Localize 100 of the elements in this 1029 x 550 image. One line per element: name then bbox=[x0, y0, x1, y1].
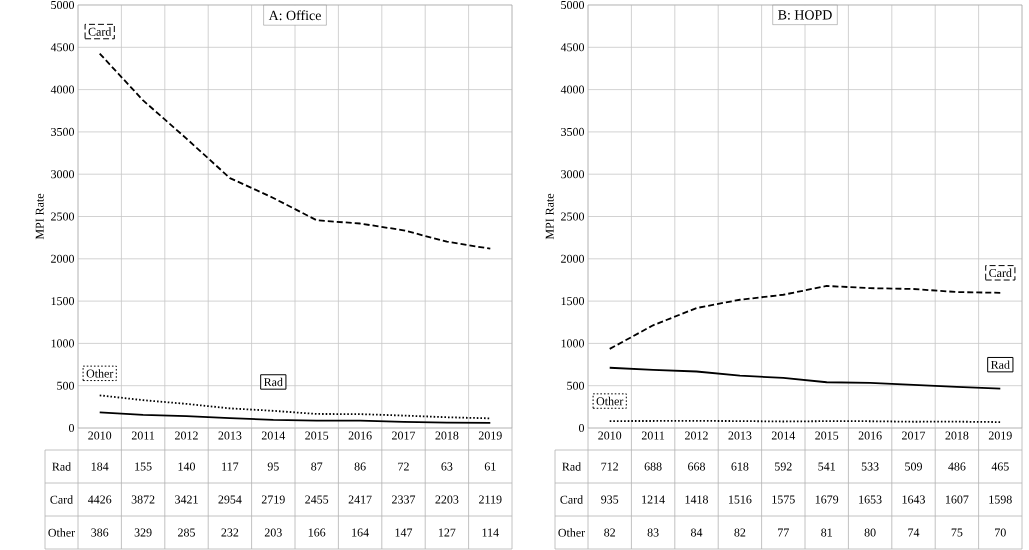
data-label: 533 bbox=[861, 462, 879, 471]
y-tick-label: 3500 bbox=[51, 127, 75, 136]
y-tick-label: 1000 bbox=[51, 339, 75, 348]
data-label: 3872 bbox=[131, 495, 155, 504]
data-label: 2954 bbox=[218, 495, 242, 504]
x-tick-label: 2014 bbox=[261, 431, 286, 440]
data-label: 114 bbox=[482, 528, 499, 537]
y-tick-label: 2500 bbox=[51, 212, 75, 221]
data-label: 1575 bbox=[772, 495, 795, 504]
data-label: 486 bbox=[948, 462, 966, 471]
data-label: 1643 bbox=[902, 495, 925, 504]
y-tick-label: 3000 bbox=[51, 170, 75, 179]
data-label: 1516 bbox=[729, 495, 752, 504]
data-label: 72 bbox=[398, 462, 409, 471]
y-tick-label: 0 bbox=[68, 423, 75, 433]
data-label: 285 bbox=[178, 528, 196, 537]
x-tick-label: 2019 bbox=[988, 431, 1012, 440]
data-label: 164 bbox=[352, 528, 369, 537]
data-label: 386 bbox=[91, 528, 109, 537]
line-series bbox=[98, 52, 492, 250]
series-label: Card bbox=[88, 27, 112, 36]
data-label: 86 bbox=[354, 462, 366, 471]
data-label: 87 bbox=[311, 462, 323, 471]
data-label: 1214 bbox=[642, 495, 665, 504]
data-label: 1653 bbox=[859, 495, 882, 504]
x-tick-label: 2013 bbox=[728, 431, 752, 440]
data-label: 935 bbox=[601, 495, 619, 504]
data-label: 203 bbox=[264, 528, 282, 537]
data-label: 166 bbox=[308, 528, 326, 537]
data-label: 77 bbox=[778, 528, 789, 537]
line-series bbox=[608, 285, 1002, 350]
y-tick-label: 4500 bbox=[560, 43, 585, 52]
data-label: 82 bbox=[734, 528, 746, 537]
data-label: 147 bbox=[395, 528, 413, 537]
data-label: 465 bbox=[991, 462, 1009, 471]
x-tick-label: 2017 bbox=[902, 431, 926, 440]
y-tick-label: 3000 bbox=[561, 170, 585, 179]
y-tick-label: 0 bbox=[578, 423, 585, 433]
data-label: 63 bbox=[441, 462, 453, 471]
y-tick-label: 1500 bbox=[51, 297, 75, 306]
y-tick-label: 4000 bbox=[50, 85, 75, 94]
data-label: 232 bbox=[221, 528, 239, 537]
data-label: 75 bbox=[951, 528, 963, 537]
y-axis-title: MPI Rate bbox=[545, 193, 554, 240]
data-label: 1679 bbox=[815, 495, 839, 504]
series-label: Other bbox=[596, 396, 624, 406]
data-label: 61 bbox=[484, 462, 496, 471]
data-label: 618 bbox=[731, 462, 749, 471]
y-tick-label: 4500 bbox=[50, 43, 75, 52]
x-tick-label: 2011 bbox=[641, 431, 665, 440]
data-label: 70 bbox=[995, 528, 1006, 537]
y-axis-title: MPI Rate bbox=[35, 193, 44, 240]
data-label: 4426 bbox=[87, 495, 112, 504]
y-tick-label: 5000 bbox=[561, 0, 585, 10]
data-label: 3421 bbox=[175, 495, 198, 504]
y-tick-label: 500 bbox=[57, 381, 75, 390]
data-label: 140 bbox=[178, 462, 196, 471]
data-label: 329 bbox=[134, 528, 152, 537]
y-tick-label: 5000 bbox=[51, 0, 75, 10]
series-label: Other bbox=[86, 369, 114, 378]
chart-title: A: Office bbox=[268, 10, 321, 21]
data-label: 2203 bbox=[435, 495, 459, 504]
x-tick-label: 2019 bbox=[478, 431, 502, 440]
y-tick-label: 2000 bbox=[561, 254, 585, 263]
data-label: 2719 bbox=[261, 495, 285, 504]
x-tick-label: 2015 bbox=[815, 431, 839, 440]
x-tick-label: 2016 bbox=[858, 431, 882, 440]
data-label: 74 bbox=[908, 528, 920, 537]
y-tick-label: 2500 bbox=[561, 212, 585, 221]
x-tick-label: 2010 bbox=[88, 431, 112, 440]
data-label: 1418 bbox=[685, 495, 708, 504]
x-tick-label: 2012 bbox=[685, 431, 708, 440]
line-series bbox=[98, 411, 492, 424]
data-label: 2119 bbox=[479, 495, 502, 504]
x-tick-label: 2010 bbox=[598, 431, 622, 440]
x-tick-label: 2015 bbox=[305, 431, 329, 440]
data-label: 668 bbox=[688, 462, 706, 471]
data-label: 1607 bbox=[946, 495, 969, 504]
chart-title: B: HOPD bbox=[778, 10, 832, 20]
data-label: 509 bbox=[905, 462, 922, 471]
data-label: 80 bbox=[864, 528, 876, 537]
x-tick-label: 2016 bbox=[348, 431, 372, 440]
data-label: 2337 bbox=[392, 495, 416, 504]
data-label: 81 bbox=[821, 528, 832, 537]
y-tick-label: 1500 bbox=[561, 297, 585, 306]
data-label: 541 bbox=[818, 462, 835, 471]
x-tick-label: 2014 bbox=[771, 431, 796, 440]
data-label: 127 bbox=[438, 528, 456, 537]
data-label: 2417 bbox=[348, 495, 372, 504]
text: Rad bbox=[52, 462, 71, 471]
data-label: 712 bbox=[601, 462, 619, 471]
y-tick-label: 4000 bbox=[560, 85, 585, 94]
y-tick-label: 500 bbox=[567, 381, 585, 390]
x-tick-label: 2018 bbox=[435, 431, 459, 440]
x-tick-label: 2012 bbox=[175, 431, 198, 440]
data-label: 82 bbox=[604, 528, 616, 537]
x-tick-label: 2017 bbox=[392, 431, 416, 440]
data-label: 592 bbox=[775, 462, 792, 471]
data-label: 688 bbox=[644, 462, 662, 471]
data-label: 83 bbox=[647, 528, 659, 537]
